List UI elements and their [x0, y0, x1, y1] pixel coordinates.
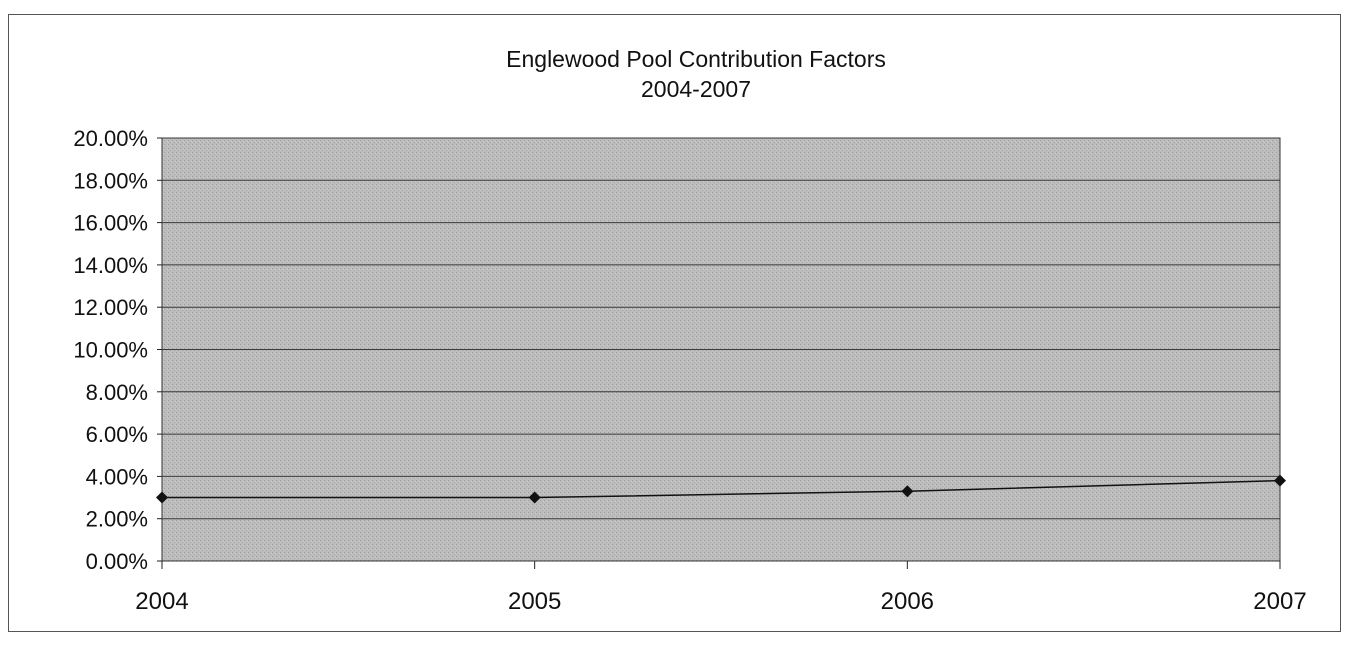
y-tick-label: 2.00%: [86, 507, 148, 532]
y-tick-label: 10.00%: [73, 338, 148, 363]
series-group: [156, 474, 1286, 504]
y-tick-label: 6.00%: [86, 422, 148, 447]
gridlines: [162, 137, 1280, 520]
x-axis: 2004 2005 2006 2007: [135, 561, 1307, 615]
data-point-marker: [156, 491, 168, 504]
y-tick-label: 14.00%: [73, 253, 148, 278]
y-tick-label: 20.00%: [73, 126, 148, 151]
x-tick-label: 2006: [881, 588, 934, 615]
y-tick-label: 4.00%: [86, 464, 148, 489]
y-tick-label: 16.00%: [73, 211, 148, 236]
data-point-marker: [528, 491, 541, 504]
x-tick-label: 2004: [135, 588, 188, 615]
data-point-marker: [1274, 474, 1286, 487]
y-tick-label: 8.00%: [86, 380, 148, 405]
chart-subtitle: 2004-2007: [641, 76, 751, 102]
x-tick-label: 2005: [508, 588, 561, 615]
chart-title: Englewood Pool Contribution Factors: [506, 46, 886, 72]
y-tick-label: 18.00%: [73, 168, 148, 193]
y-tick-label: 12.00%: [73, 295, 148, 320]
x-tick-label: 2007: [1253, 588, 1306, 615]
y-tick-label: 0.00%: [86, 549, 148, 574]
y-axis: 0.00% 2.00% 4.00% 6.00% 8.00% 10.00% 12.00% 14.…: [73, 126, 162, 574]
series-line: [162, 479, 1281, 499]
data-point-marker: [901, 485, 914, 498]
